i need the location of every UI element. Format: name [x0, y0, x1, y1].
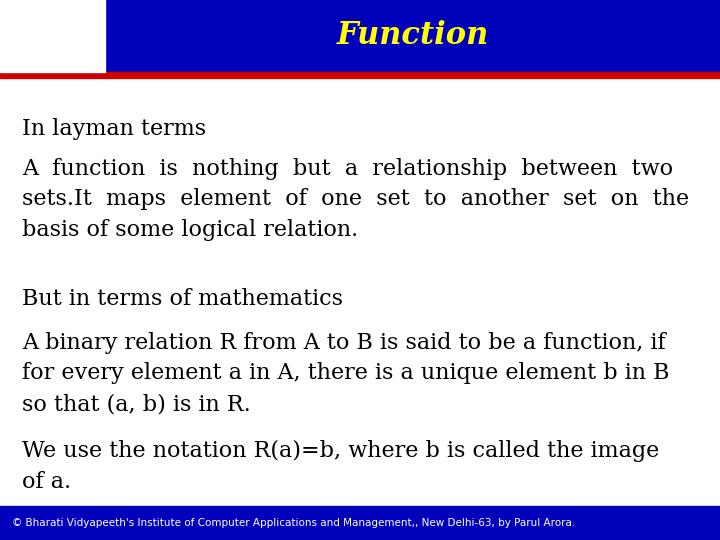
Text: But in terms of mathematics: But in terms of mathematics — [22, 288, 343, 310]
Text: A  function  is  nothing  but  a  relationship  between  two
sets.It  maps  elem: A function is nothing but a relationship… — [22, 158, 689, 241]
Bar — [0, 0, 105, 72]
Text: A binary relation R from A to B is said to be a function, if
for every element a: A binary relation R from A to B is said … — [22, 332, 670, 415]
Text: © Bharati Vidyapeeth's Institute of Computer Applications and Management,, New D: © Bharati Vidyapeeth's Institute of Comp… — [12, 518, 575, 528]
Bar — [0, 72, 720, 78]
Text: We use the notation R(a)=b, where b is called the image
of a.: We use the notation R(a)=b, where b is c… — [22, 440, 660, 492]
Bar — [0, 506, 720, 540]
Text: In layman terms: In layman terms — [22, 118, 206, 140]
Bar — [0, 0, 720, 72]
Text: Function: Function — [336, 21, 489, 51]
